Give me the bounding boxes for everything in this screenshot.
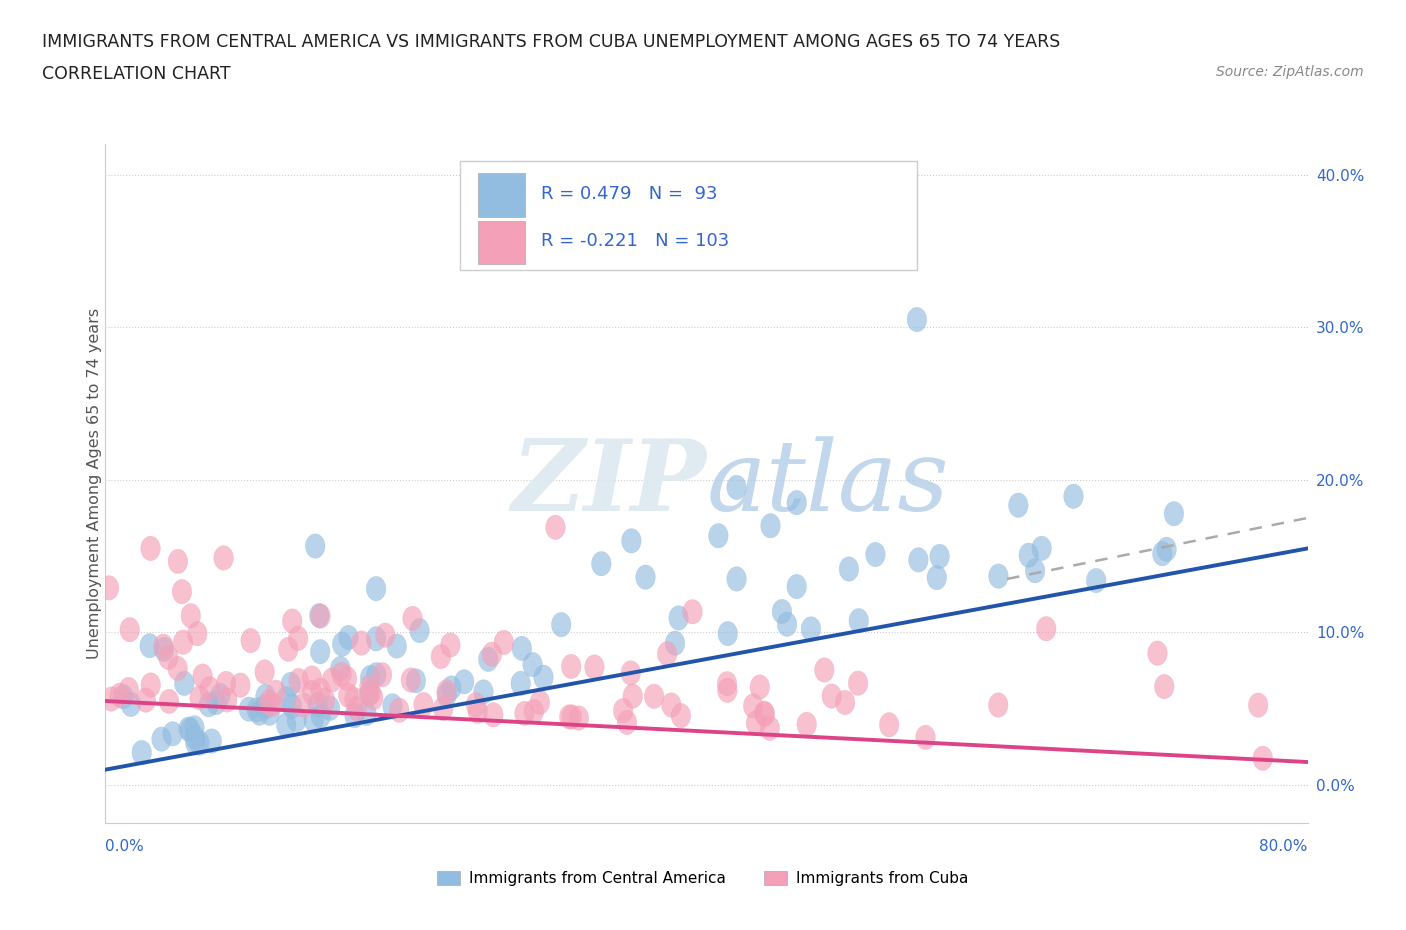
Y-axis label: Unemployment Among Ages 65 to 74 years: Unemployment Among Ages 65 to 74 years [87,308,101,659]
Text: Source: ZipAtlas.com: Source: ZipAtlas.com [1216,65,1364,79]
Text: R = 0.479   N =  93: R = 0.479 N = 93 [541,185,717,203]
Text: R = -0.221   N = 103: R = -0.221 N = 103 [541,232,728,250]
Text: IMMIGRANTS FROM CENTRAL AMERICA VS IMMIGRANTS FROM CUBA UNEMPLOYMENT AMONG AGES : IMMIGRANTS FROM CENTRAL AMERICA VS IMMIG… [42,33,1060,50]
FancyBboxPatch shape [478,220,524,264]
Text: CORRELATION CHART: CORRELATION CHART [42,65,231,83]
FancyBboxPatch shape [460,161,917,270]
Text: 0.0%: 0.0% [105,839,145,854]
Text: 80.0%: 80.0% [1260,839,1308,854]
Legend: Immigrants from Central America, Immigrants from Cuba: Immigrants from Central America, Immigra… [432,865,974,893]
Text: ZIP: ZIP [512,435,707,532]
Text: atlas: atlas [707,436,949,531]
FancyBboxPatch shape [478,173,524,217]
